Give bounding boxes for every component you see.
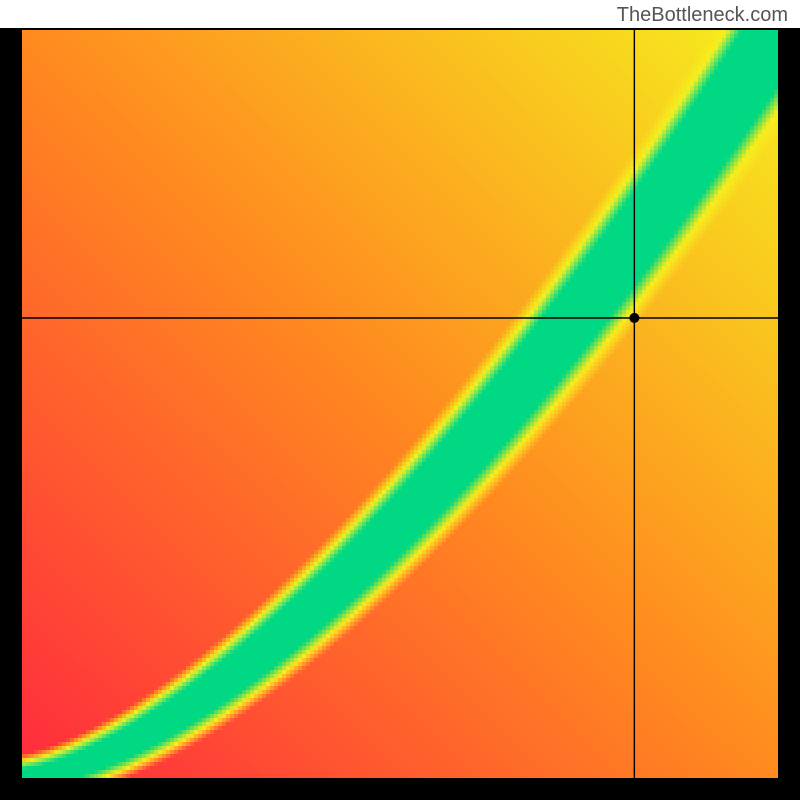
chart-container: TheBottleneck.com <box>0 0 800 800</box>
heatmap-canvas <box>0 0 800 800</box>
watermark-text: TheBottleneck.com <box>617 4 788 27</box>
